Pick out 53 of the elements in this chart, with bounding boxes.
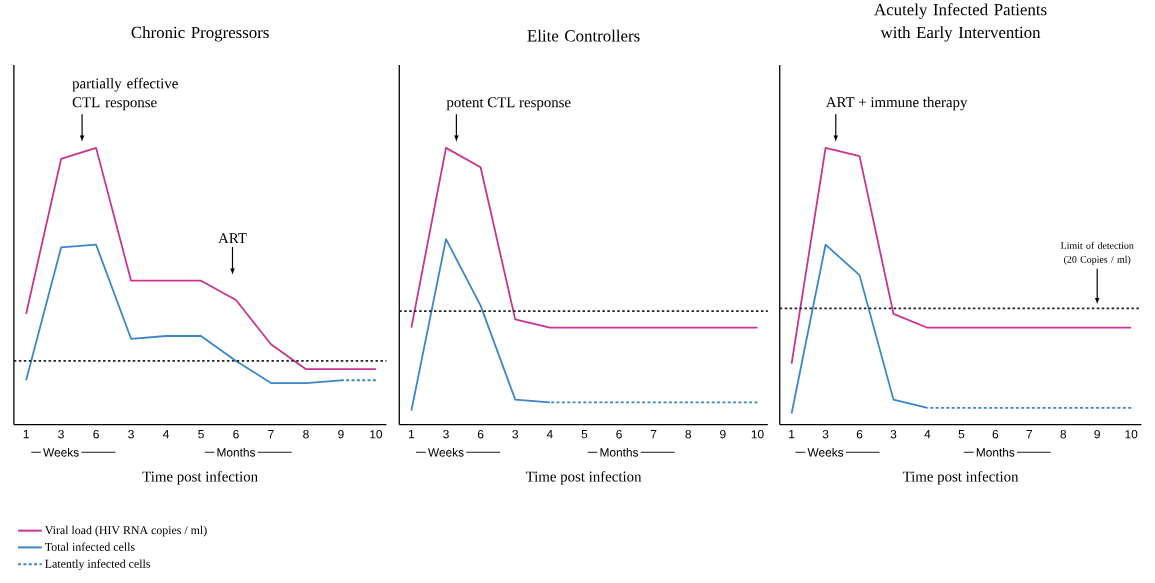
x-tick-label: 3 — [890, 430, 897, 439]
text: Months — [976, 447, 1015, 457]
text: ART + immune therapy — [825, 96, 968, 111]
x-tick-label: 1 — [408, 430, 415, 439]
x-tick-label: 9 — [1094, 430, 1100, 439]
x-tick-label: 1 — [23, 430, 29, 439]
x-tick-label: 8 — [1060, 430, 1067, 439]
legend-label: Total infected cells — [45, 542, 135, 551]
text: Weeks — [807, 447, 844, 457]
legend-label: Viral load (HIV RNA copies / ml) — [44, 525, 207, 537]
x-tick-label: 6 — [992, 430, 999, 439]
x-tick-label: 4 — [924, 430, 931, 439]
x-tick-label: 3 — [512, 430, 518, 439]
x-tick-label: 6 — [233, 430, 239, 439]
text: potent CTL response — [446, 97, 571, 111]
legend-label: Latently infected cells — [45, 559, 151, 571]
x-tick-label: 10 — [370, 430, 383, 439]
text: Months — [217, 447, 256, 457]
x-tick-label: 5 — [958, 430, 965, 439]
x-tick-label: 6 — [477, 430, 484, 439]
x-tick-label: 6 — [93, 430, 99, 439]
text: Weeks — [43, 447, 79, 457]
chart-title: Chronic Progressors — [131, 26, 269, 42]
x-tick-label: 10 — [1125, 430, 1138, 439]
x-tick-label: 8 — [303, 430, 309, 439]
x-tick-label: 1 — [789, 430, 795, 439]
x-tick-label: 7 — [268, 430, 274, 439]
chart-title: Elite Controllers — [527, 29, 640, 42]
x-axis-title: Time post infection — [902, 470, 1019, 485]
x-tick-label: 7 — [1026, 430, 1033, 439]
text: Weeks — [427, 447, 464, 457]
x-tick-label: 3 — [58, 430, 64, 439]
x-tick-label: 4 — [163, 430, 169, 439]
x-tick-label: 7 — [650, 430, 657, 439]
x-tick-label: 10 — [751, 430, 764, 439]
x-axis-title: Time post infection — [525, 470, 642, 485]
x-axis-title: Time post infection — [142, 470, 258, 485]
x-tick-label: 9 — [338, 430, 344, 439]
x-tick-label: 9 — [720, 430, 726, 439]
ref-line-label: Limit of detection (20 Copies / ml) — [1060, 241, 1134, 265]
text: Months — [600, 447, 639, 457]
x-tick-label: 3 — [443, 430, 449, 439]
annotation: ART — [218, 233, 247, 244]
text: partially effective CTL response — [72, 77, 178, 111]
x-tick-label: 5 — [198, 430, 204, 439]
x-tick-label: 8 — [685, 430, 692, 439]
x-tick-label: 6 — [616, 430, 622, 439]
x-tick-label: 3 — [822, 430, 829, 439]
chart-title: Acutely Infected Patients with Early Intervention — [874, 3, 1047, 42]
x-tick-label: 5 — [581, 430, 588, 439]
x-tick-label: 6 — [856, 430, 863, 439]
x-tick-label: 4 — [546, 430, 553, 439]
x-tick-label: 3 — [128, 430, 134, 439]
